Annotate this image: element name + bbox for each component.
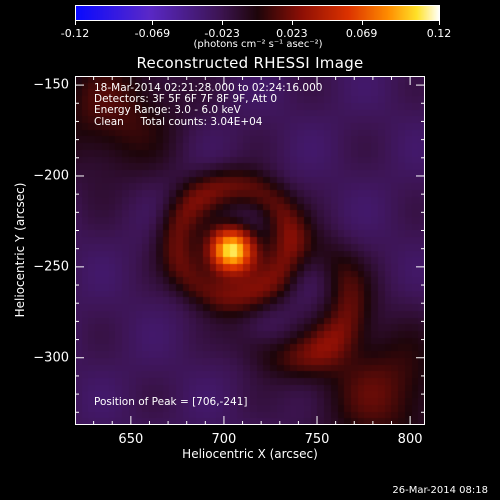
colorbar-units: (photons cm⁻² s⁻¹ asec⁻²) — [193, 39, 323, 50]
axis-ticks — [75, 76, 425, 425]
colorbar-tick — [361, 21, 363, 25]
x-tick-label: 650 — [118, 432, 144, 447]
colorbar-tick-label: -0.069 — [134, 27, 171, 40]
clean-counts-label: Clean Total counts: 3.04E+04 — [94, 116, 263, 128]
time-range-label: 18-Mar-2014 02:21:28.000 to 02:24:16.000 — [94, 82, 323, 94]
colorbar-tick — [75, 21, 76, 25]
y-tick-label: −250 — [33, 259, 69, 275]
y-tick-label: −300 — [33, 350, 69, 366]
y-axis-label: Heliocentric Y (arcsec) — [13, 182, 27, 318]
colorbar-tick — [152, 21, 154, 25]
energy-range-label: Energy Range: 3.0 - 6.0 keV — [94, 104, 241, 116]
x-tick-label: 700 — [211, 432, 237, 447]
colorbar-tick — [291, 21, 293, 25]
colorbar-tick-label: 0.069 — [345, 27, 378, 40]
x-axis-label: Heliocentric X (arcsec) — [182, 447, 318, 461]
colorbar-tick — [222, 21, 224, 25]
x-tick-label: 750 — [304, 432, 330, 447]
colorbar-tick-label: 0.12 — [426, 27, 452, 40]
chart-title: Reconstructed RHESSI Image — [136, 54, 364, 72]
colorbar-tick-label: -0.023 — [204, 27, 240, 40]
plot-area — [75, 76, 425, 425]
colorbar — [75, 5, 440, 21]
plot-frame — [75, 76, 425, 425]
y-tick-label: −200 — [33, 168, 69, 184]
colorbar-tick-label: -0.12 — [60, 27, 90, 40]
colorbar-tick — [439, 21, 440, 25]
detectors-label: Detectors: 3F 5F 6F 7F 8F 9F, Att 0 — [94, 93, 278, 105]
datestamp: 26-Mar-2014 08:18 — [392, 485, 488, 496]
peak-position-label: Position of Peak = [706,-241] — [94, 396, 248, 408]
y-tick-label: −150 — [33, 77, 69, 93]
x-tick-label: 800 — [397, 432, 423, 447]
colorbar-tick-label: 0.023 — [276, 27, 308, 40]
heatmap-image — [75, 76, 425, 425]
